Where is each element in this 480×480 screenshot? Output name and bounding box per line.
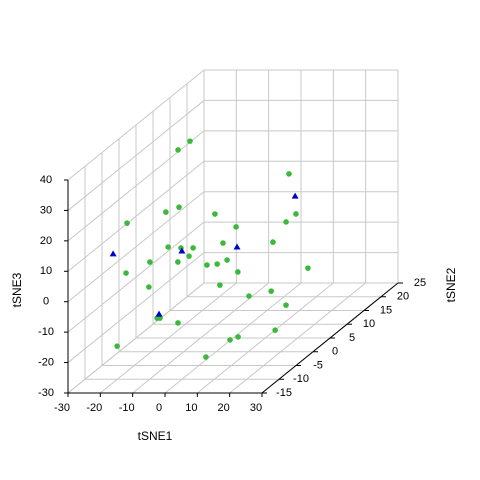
point [175,147,181,153]
point [146,284,152,290]
point [178,247,186,254]
z-tick-label: 20 [40,235,52,247]
point [190,245,196,251]
point [155,310,163,317]
point [246,293,252,299]
side-grid-line [67,282,205,394]
point [124,220,130,226]
point [270,239,276,245]
z-tick-label: 0 [43,296,49,308]
point [165,244,171,250]
point [233,243,241,250]
point [123,270,129,276]
side-grid-line [67,130,205,242]
z-tick-label: 30 [40,204,52,216]
x-tick-label: 20 [218,402,230,414]
x-tick-label: -10 [119,402,135,414]
point [268,288,274,294]
point [305,265,311,271]
point [227,337,233,343]
point [291,192,299,199]
z-tick-label: -30 [38,387,54,399]
x-tick-label: 10 [185,402,197,414]
y-tick-label: 15 [380,304,392,316]
point [272,327,278,333]
y-tick-label: -5 [313,359,323,371]
point [293,211,299,217]
y-tick-label: -15 [276,387,292,399]
x-tick-label: -20 [86,402,102,414]
point [283,219,289,225]
z-tick-label: 10 [40,265,52,277]
side-grid-line [67,69,205,181]
y-tick-label: 25 [414,277,426,289]
point [220,240,226,246]
z-tick-label: -10 [38,326,54,338]
point [163,209,169,215]
point [187,138,193,144]
side-grid-line [67,221,205,333]
x-tick-label: -30 [54,402,70,414]
point [175,259,181,265]
x-tick-label: 30 [250,402,262,414]
z-tick-label: -20 [38,356,54,368]
point [175,320,181,326]
point [186,253,192,259]
y-tick-label: 10 [363,318,375,330]
point [204,262,210,268]
point [235,269,241,275]
point [157,315,163,321]
y-axis-title: tSNE2 [444,267,458,302]
point [286,171,292,177]
z-axis-title: tSNE3 [10,272,24,307]
point [114,343,120,349]
point [235,334,241,340]
x-tick-label: 0 [156,402,162,414]
point [217,282,223,288]
point [283,302,289,308]
point [224,257,230,263]
point [214,261,220,267]
side-grid-line [67,100,205,211]
point [109,250,117,257]
point [212,211,218,217]
z-tick-label: 40 [40,174,52,186]
side-grid-line [67,252,205,363]
point [176,204,182,210]
side-grid-line [67,160,205,272]
point [233,224,239,230]
y-tick-label: 5 [349,332,355,344]
point [147,259,153,265]
y-tick-label: 0 [332,346,338,358]
point [203,354,209,360]
y-tick-label: 20 [397,291,409,303]
y-tick-label: -10 [293,373,309,385]
side-grid-line [67,191,205,303]
x-axis-title: tSNE1 [138,429,173,443]
